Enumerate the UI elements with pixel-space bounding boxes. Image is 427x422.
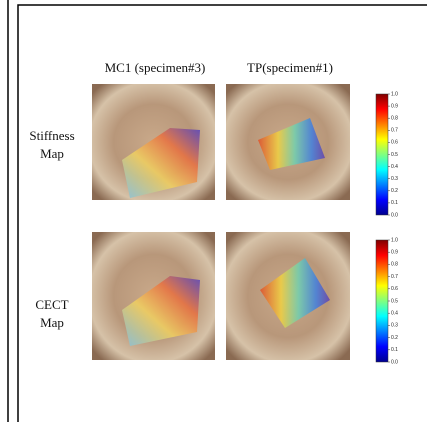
tick-label: 0.0 [391,359,398,365]
row-label: Map [40,315,64,330]
specimen-image [226,84,350,200]
border [18,5,427,422]
specimen-image [226,232,350,360]
tick-label: 0.4 [391,311,398,317]
column-title: MC1 (specimen#3) [105,60,206,75]
colorbar [376,240,388,362]
row-label: CECT [35,297,68,312]
specimen-image [92,84,215,200]
specimen-image [92,232,215,360]
tick-label: 0.7 [391,128,398,134]
tick-label: 0.8 [391,262,398,268]
row-label: Map [40,146,64,161]
tick-label: 0.4 [391,164,398,170]
tick-label: 0.6 [391,140,398,146]
tick-label: 0.5 [391,298,398,304]
tick-label: 0.3 [391,176,398,182]
tick-label: 0.5 [391,152,398,158]
tick-label: 0.2 [391,335,398,341]
tick-label: 0.9 [391,250,398,256]
tick-label: 0.2 [391,188,398,194]
colorbar [376,94,388,215]
row-label: Stiffness [29,128,74,143]
tick-label: 0.7 [391,274,398,280]
tick-label: 0.6 [391,286,398,292]
tick-label: 0.9 [391,103,398,109]
tick-label: 0.3 [391,323,398,329]
figure: MC1 (specimen#3) TP(specimen#1) Stiffnes… [0,0,427,422]
column-title: TP(specimen#1) [247,60,333,75]
tick-label: 0.1 [391,347,398,353]
tick-label: 0.0 [391,212,398,218]
colorbars: 0.0 0.1 0.2 0.3 0.4 0.5 0.6 0.7 0.8 0.9 1.0 0.0 0.1 0… [376,91,398,365]
tick-label: 0.1 [391,200,398,206]
tick-label: 0.8 [391,116,398,122]
tick-label: 1.0 [391,237,398,243]
tick-label: 1.0 [391,91,398,97]
